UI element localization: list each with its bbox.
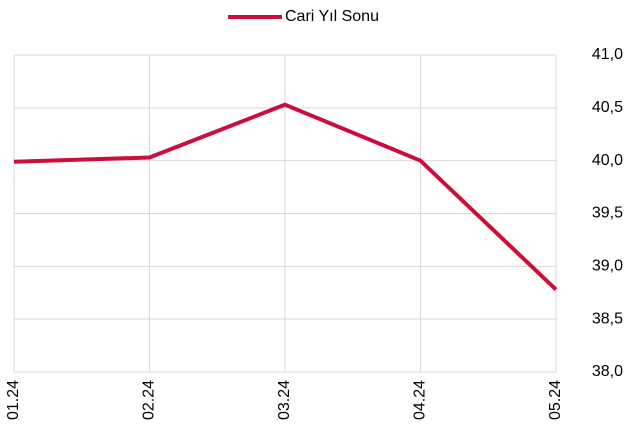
y-tick-label: 38,0 [592,363,623,380]
line-series [13,102,558,292]
y-tick-label: 39,0 [592,258,623,275]
y-tick-label: 40,0 [592,152,623,169]
x-tick-label: 01.24 [5,380,22,420]
x-tick-label: 03.24 [276,380,293,420]
y-tick-label: 41,0 [592,46,623,63]
y-tick-label: 39,5 [592,205,623,222]
y-tick-label: 40,5 [592,99,623,116]
x-tick-label: 04.24 [412,380,429,420]
y-tick-label: 38,5 [592,310,623,327]
legend-label: Cari Yıl Sonu [285,8,379,25]
x-tick-label: 05.24 [547,380,564,420]
x-tick-label: 02.24 [141,380,158,420]
